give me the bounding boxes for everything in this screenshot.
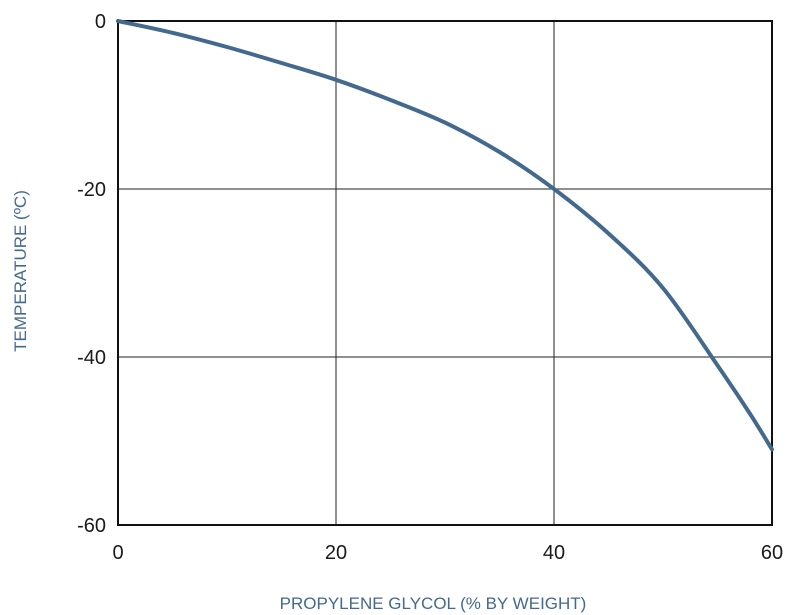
x-tick-label-1: 20 <box>325 542 347 564</box>
y-tick-labels: 0 -20 -40 -60 <box>77 11 106 537</box>
gridlines <box>118 21 772 525</box>
y-axis-title: TEMPERATURE (ºC) <box>11 190 30 352</box>
x-tick-labels: 0 20 40 60 <box>112 542 783 564</box>
x-tick-label-3: 60 <box>761 542 783 564</box>
y-tick-label-0: 0 <box>95 11 106 33</box>
plot-frame <box>117 20 773 526</box>
y-tick-label-1: -20 <box>77 179 106 201</box>
y-tick-label-3: -60 <box>77 515 106 537</box>
x-tick-label-2: 40 <box>543 542 565 564</box>
x-axis-title: PROPYLENE GLYCOL (% BY WEIGHT) <box>280 594 587 613</box>
x-tick-label-0: 0 <box>112 542 123 564</box>
series-line-0 <box>116 19 774 452</box>
series-layer <box>116 19 774 452</box>
y-tick-label-2: -40 <box>77 347 106 369</box>
